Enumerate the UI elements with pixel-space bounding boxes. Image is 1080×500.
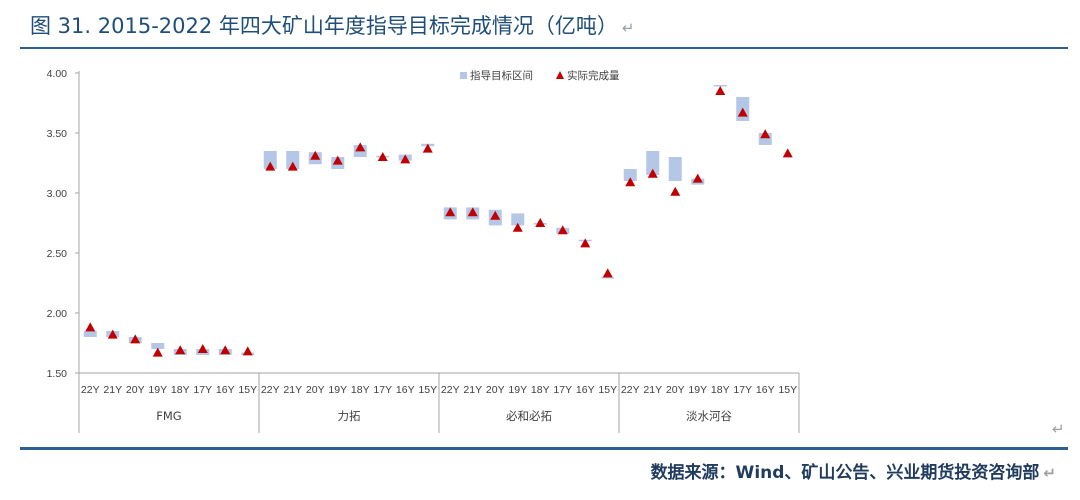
- actual-marker: [467, 207, 478, 217]
- actual-marker: [602, 268, 613, 278]
- x-tick-label: 21Y: [283, 384, 302, 396]
- x-tick-label: 20Y: [666, 384, 685, 396]
- legend-actual-marker: [556, 71, 564, 79]
- x-tick-label: 22Y: [441, 384, 460, 396]
- x-tick-label: 22Y: [261, 384, 280, 396]
- actual-marker: [557, 225, 568, 235]
- x-tick-label: 15Y: [778, 384, 797, 396]
- actual-marker: [287, 161, 298, 171]
- group-label: 淡水河谷: [686, 409, 732, 423]
- x-tick-label: 18Y: [171, 384, 190, 396]
- guidance-bar: [286, 151, 300, 169]
- group-label: FMG: [156, 409, 181, 423]
- actual-marker: [647, 168, 658, 178]
- x-tick-label: 20Y: [486, 384, 505, 396]
- actual-marker: [445, 207, 456, 217]
- legend-actual-label: 实际完成量: [567, 69, 620, 82]
- actual-marker: [490, 210, 501, 220]
- guidance-bar: [646, 151, 660, 175]
- x-tick-label: 18Y: [711, 384, 730, 396]
- actual-marker: [782, 148, 793, 158]
- actual-marker: [197, 344, 208, 353]
- actual-marker: [580, 238, 591, 248]
- actual-marker: [422, 143, 433, 153]
- x-tick-label: 16Y: [756, 384, 775, 396]
- x-tick-label: 15Y: [598, 384, 617, 396]
- actual-marker: [760, 129, 771, 139]
- x-tick-label: 16Y: [576, 384, 595, 396]
- x-tick-label: 18Y: [351, 384, 370, 396]
- actual-marker: [332, 155, 343, 165]
- legend-guidance-label: 指导目标区间: [470, 69, 533, 82]
- x-tick-label: 20Y: [126, 384, 145, 396]
- x-tick-label: 22Y: [621, 384, 640, 396]
- y-tick-label: 2.50: [47, 248, 68, 260]
- x-tick-label: 19Y: [688, 384, 707, 396]
- actual-marker: [107, 329, 118, 339]
- x-tick-label: 17Y: [193, 384, 212, 396]
- guidance-bar: [623, 169, 637, 181]
- data-source-note: 数据来源：Wind、矿山公告、兴业期货投资咨询部 ↵: [651, 458, 1056, 483]
- group-label: 力拓: [338, 409, 361, 423]
- x-tick-label: 16Y: [216, 384, 235, 396]
- actual-marker: [85, 322, 96, 332]
- actual-marker: [377, 152, 388, 161]
- x-tick-label: 15Y: [238, 384, 257, 396]
- guidance-bar: [713, 85, 727, 87]
- guidance-bar: [151, 343, 165, 349]
- actual-marker: [175, 345, 186, 355]
- actual-marker: [737, 107, 748, 117]
- data-source-text: 数据来源：Wind、矿山公告、兴业期货投资咨询部: [650, 463, 1040, 483]
- x-tick-label: 17Y: [373, 384, 392, 396]
- actual-marker: [715, 86, 726, 95]
- actual-marker: [625, 177, 636, 187]
- actual-marker: [670, 186, 681, 196]
- x-tick-label: 15Y: [418, 384, 437, 396]
- title-rule: [20, 47, 1068, 49]
- figure-title: 图 31. 2015-2022 年四大矿山年度指导目标完成情况（亿吨） ↵: [30, 10, 634, 40]
- y-tick-label: 3.00: [47, 188, 68, 200]
- guidance-bar: [263, 151, 277, 169]
- actual-marker: [130, 334, 141, 344]
- x-tick-label: 22Y: [81, 384, 100, 396]
- x-tick-label: 21Y: [643, 384, 662, 396]
- x-tick-label: 16Y: [396, 384, 415, 396]
- x-tick-label: 19Y: [328, 384, 347, 396]
- actual-marker: [535, 218, 546, 227]
- actual-marker: [152, 347, 163, 357]
- x-tick-label: 19Y: [508, 384, 527, 396]
- guidance-bar: [511, 213, 525, 226]
- actual-marker: [310, 150, 321, 160]
- return-mark-icon: ↵: [621, 19, 635, 37]
- x-tick-label: 19Y: [148, 384, 167, 396]
- actual-marker: [512, 222, 523, 232]
- return-mark-icon: ↵: [1043, 464, 1056, 482]
- guidance-bar: [668, 157, 682, 181]
- x-tick-label: 17Y: [733, 384, 752, 396]
- x-tick-label: 17Y: [553, 384, 572, 396]
- y-tick-label: 1.50: [47, 368, 68, 380]
- guidance-bar: [601, 277, 615, 279]
- y-tick-label: 2.00: [47, 308, 68, 320]
- x-tick-label: 18Y: [531, 384, 550, 396]
- y-tick-label: 3.50: [47, 128, 68, 140]
- actual-marker: [265, 161, 276, 171]
- figure-title-text: 图 31. 2015-2022 年四大矿山年度指导目标完成情况（亿吨）: [30, 14, 618, 38]
- actual-marker: [692, 173, 703, 183]
- group-label: 必和必拓: [506, 409, 552, 423]
- y-tick-label: 4.00: [47, 68, 68, 80]
- footer-rule: [20, 447, 1068, 450]
- actual-marker: [220, 345, 231, 355]
- actual-marker: [355, 142, 366, 152]
- actual-marker: [242, 346, 253, 356]
- guidance-bar: [83, 331, 97, 337]
- return-mark-icon: ↵: [1052, 420, 1065, 438]
- x-tick-label: 21Y: [103, 384, 122, 396]
- legend-guidance-swatch: [460, 72, 467, 79]
- x-tick-label: 21Y: [463, 384, 482, 396]
- actual-marker: [400, 154, 411, 164]
- x-tick-label: 20Y: [306, 384, 325, 396]
